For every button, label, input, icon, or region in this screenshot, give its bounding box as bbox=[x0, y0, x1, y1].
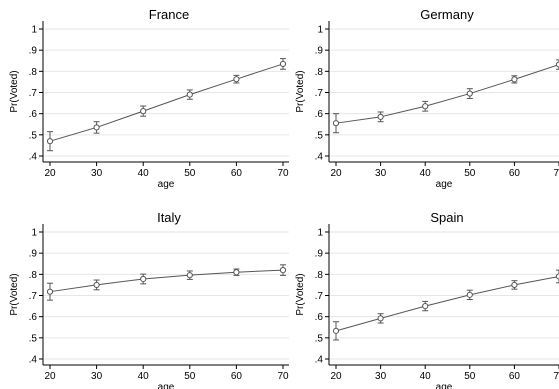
x-tick-label: 20 bbox=[44, 371, 56, 382]
y-tick-label: .8 bbox=[315, 67, 324, 78]
y-tick-label: .5 bbox=[29, 333, 38, 344]
y-tick-label: .4 bbox=[29, 355, 38, 366]
x-tick-label: 60 bbox=[231, 371, 243, 382]
y-tick-label: 1 bbox=[31, 228, 37, 239]
data-point bbox=[140, 108, 147, 115]
series-line bbox=[335, 64, 559, 124]
data-point bbox=[511, 76, 518, 83]
data-point bbox=[186, 272, 193, 279]
x-tick-label: 60 bbox=[509, 168, 521, 179]
y-tick-label: .6 bbox=[315, 312, 324, 323]
x-tick-label: 40 bbox=[138, 168, 150, 179]
x-tick-label: 30 bbox=[91, 371, 103, 382]
y-tick-label: .8 bbox=[29, 67, 38, 78]
data-point bbox=[422, 302, 429, 310]
y-tick-label: 1 bbox=[317, 228, 323, 239]
x-tick-label: 30 bbox=[375, 371, 387, 382]
x-axis-title: age bbox=[436, 382, 453, 389]
x-tick-label: 50 bbox=[464, 371, 476, 382]
panel-france: .4 .5 .6 .7 .8 .9 1 20 30 40 50 60 70 age Pr(Voted) Fra… bbox=[9, 7, 289, 190]
y-tick-label: .5 bbox=[315, 130, 324, 141]
y-axis-title: Pr(Voted) bbox=[295, 70, 306, 112]
y-tick-label: .9 bbox=[315, 249, 324, 260]
data-point bbox=[377, 315, 384, 322]
x-tick-label: 60 bbox=[509, 371, 521, 382]
data-point bbox=[511, 281, 518, 289]
data-point bbox=[279, 60, 287, 68]
x-tick-label: 40 bbox=[420, 371, 432, 382]
data-point bbox=[332, 120, 340, 127]
data-point bbox=[422, 103, 429, 110]
data-point bbox=[466, 291, 473, 298]
data-point bbox=[93, 281, 100, 289]
x-tick-label: 40 bbox=[138, 371, 150, 382]
x-tick-label: 30 bbox=[375, 168, 387, 179]
x-axis-title: age bbox=[158, 179, 175, 190]
y-tick-label: 1 bbox=[31, 25, 37, 36]
y-tick-label: 1 bbox=[317, 25, 323, 36]
series-line bbox=[49, 63, 284, 142]
y-axis-title: Pr(Voted) bbox=[9, 273, 20, 315]
series-line bbox=[49, 269, 284, 293]
y-tick-label: .7 bbox=[29, 291, 38, 302]
x-tick-label: 70 bbox=[277, 168, 289, 179]
x-tick-label: 20 bbox=[44, 168, 56, 179]
x-tick-label: 70 bbox=[277, 371, 289, 382]
y-tick-label: .9 bbox=[315, 46, 324, 57]
data-point bbox=[93, 124, 100, 131]
data-point bbox=[377, 113, 384, 120]
y-axis-title: Pr(Voted) bbox=[9, 70, 20, 112]
x-tick-label: 60 bbox=[231, 168, 243, 179]
y-tick-label: .5 bbox=[315, 333, 324, 344]
panel-title: Germany bbox=[420, 7, 474, 22]
data-point bbox=[233, 269, 240, 276]
y-tick-label: .6 bbox=[29, 312, 38, 323]
x-tick-label: 50 bbox=[464, 168, 476, 179]
y-tick-label: .7 bbox=[29, 88, 38, 99]
panel-italy: .4 .5 .6 .7 .8 .9 1 20 30 40 50 60 70 age Pr(Voted) Ita… bbox=[9, 210, 289, 389]
y-tick-label: .7 bbox=[315, 88, 324, 99]
x-tick-label: 40 bbox=[420, 168, 432, 179]
y-tick-label: .9 bbox=[29, 249, 38, 260]
x-tick-label: 30 bbox=[91, 168, 103, 179]
y-tick-label: .4 bbox=[315, 355, 324, 366]
data-point bbox=[466, 90, 473, 97]
panel-germany: .4 .5 .6 .7 .8 .9 1 20 30 40 50 60 70 age Pr(Voted) Ger… bbox=[295, 7, 559, 190]
data-point bbox=[140, 275, 147, 283]
data-point bbox=[332, 327, 340, 334]
panel-spain: .4 .5 .6 .7 .8 .9 1 20 30 40 50 60 70 age Pr(Voted) Spa… bbox=[295, 210, 559, 389]
data-point bbox=[186, 91, 193, 98]
y-tick-label: .4 bbox=[315, 152, 324, 163]
x-axis-title: age bbox=[158, 382, 175, 389]
x-tick-label: 50 bbox=[184, 371, 196, 382]
data-point bbox=[555, 61, 559, 68]
x-tick-label: 20 bbox=[330, 168, 342, 179]
y-tick-label: .6 bbox=[29, 109, 38, 120]
y-tick-label: .7 bbox=[315, 291, 324, 302]
data-point bbox=[555, 273, 559, 280]
x-axis-title: age bbox=[436, 179, 453, 190]
y-tick-label: .8 bbox=[29, 270, 38, 281]
y-tick-label: .5 bbox=[29, 130, 38, 141]
y-tick-label: .8 bbox=[315, 270, 324, 281]
y-axis-title: Pr(Voted) bbox=[295, 273, 306, 315]
data-point bbox=[233, 76, 240, 83]
data-point bbox=[46, 288, 54, 295]
panel-title: Spain bbox=[430, 210, 463, 225]
x-tick-label: 20 bbox=[330, 371, 342, 382]
data-point bbox=[46, 138, 54, 145]
y-tick-label: .9 bbox=[29, 46, 38, 57]
y-tick-label: .6 bbox=[315, 109, 324, 120]
series-line bbox=[335, 275, 559, 332]
data-point bbox=[279, 267, 287, 274]
y-tick-label: .4 bbox=[29, 152, 38, 163]
panel-title: Italy bbox=[157, 210, 181, 225]
x-tick-label: 50 bbox=[184, 168, 196, 179]
x-tick-label: 70 bbox=[553, 168, 559, 179]
x-tick-label: 70 bbox=[553, 371, 559, 382]
panel-title: France bbox=[149, 7, 189, 22]
